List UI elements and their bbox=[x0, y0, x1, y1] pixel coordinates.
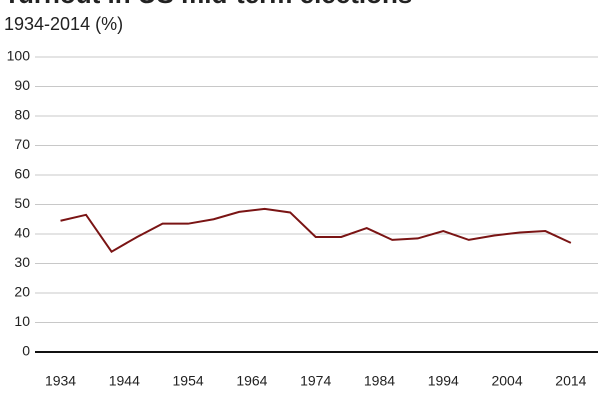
x-tick-label: 2004 bbox=[491, 373, 522, 389]
x-tick-label: 1954 bbox=[173, 373, 204, 389]
y-tick-label: 30 bbox=[14, 254, 30, 270]
y-tick-label: 60 bbox=[14, 166, 30, 182]
x-tick-label: 2014 bbox=[555, 373, 586, 389]
x-tick-label: 1984 bbox=[364, 373, 395, 389]
y-tick-label: 20 bbox=[14, 284, 30, 300]
y-tick-label: 50 bbox=[14, 195, 30, 211]
y-tick-label: 100 bbox=[7, 48, 31, 64]
x-tick-label: 1934 bbox=[45, 373, 76, 389]
x-tick-label: 1944 bbox=[109, 373, 140, 389]
y-tick-label: 70 bbox=[14, 136, 30, 152]
y-tick-label: 0 bbox=[22, 343, 30, 359]
x-tick-label: 1964 bbox=[236, 373, 267, 389]
y-tick-label: 90 bbox=[14, 77, 30, 93]
y-tick-label: 10 bbox=[14, 313, 30, 329]
x-tick-label: 1974 bbox=[300, 373, 331, 389]
data-line bbox=[60, 207, 572, 254]
chart-subtitle: 1934-2014 (%) bbox=[4, 14, 123, 34]
y-tick-label: 40 bbox=[14, 225, 30, 241]
y-tick-label: 80 bbox=[14, 107, 30, 123]
chart-title: Turnout in US mid-term elections bbox=[4, 0, 412, 9]
x-tick-label: 1994 bbox=[428, 373, 459, 389]
